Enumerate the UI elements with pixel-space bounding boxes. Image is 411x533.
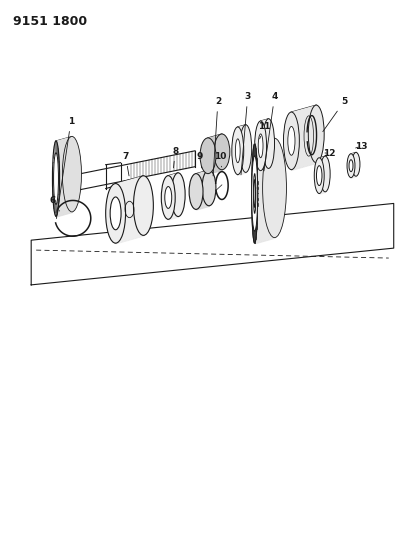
Ellipse shape: [134, 176, 153, 236]
Text: 5: 5: [323, 97, 347, 132]
Text: 3: 3: [241, 92, 251, 175]
Text: 11: 11: [259, 122, 271, 139]
Text: 1: 1: [56, 117, 74, 219]
Text: 9: 9: [197, 152, 203, 168]
Ellipse shape: [240, 125, 252, 172]
Text: 8: 8: [172, 147, 178, 168]
Ellipse shape: [161, 175, 175, 219]
Ellipse shape: [171, 173, 185, 216]
Ellipse shape: [236, 139, 240, 163]
Ellipse shape: [165, 187, 172, 208]
Ellipse shape: [308, 105, 324, 163]
Text: 10: 10: [214, 152, 226, 167]
Ellipse shape: [254, 180, 256, 207]
Text: 9151 1800: 9151 1800: [13, 15, 88, 28]
Ellipse shape: [189, 174, 203, 209]
Ellipse shape: [200, 138, 216, 174]
Ellipse shape: [106, 183, 125, 243]
Ellipse shape: [252, 156, 258, 231]
Ellipse shape: [252, 143, 258, 244]
Ellipse shape: [255, 121, 267, 171]
Ellipse shape: [316, 166, 322, 185]
Text: 13: 13: [355, 142, 367, 151]
Ellipse shape: [263, 119, 275, 168]
Text: 12: 12: [323, 149, 335, 158]
Ellipse shape: [232, 127, 244, 175]
Ellipse shape: [314, 158, 324, 193]
Ellipse shape: [347, 154, 355, 177]
Ellipse shape: [110, 197, 121, 230]
Ellipse shape: [62, 136, 81, 212]
Ellipse shape: [254, 174, 256, 213]
Ellipse shape: [252, 144, 258, 243]
Ellipse shape: [214, 134, 230, 169]
Text: 2: 2: [213, 97, 221, 176]
Ellipse shape: [263, 138, 286, 238]
Text: 4: 4: [264, 92, 278, 171]
Ellipse shape: [202, 170, 216, 206]
Ellipse shape: [254, 180, 256, 207]
Text: 7: 7: [122, 152, 129, 176]
Ellipse shape: [349, 160, 353, 172]
Ellipse shape: [53, 153, 58, 205]
Ellipse shape: [253, 174, 256, 213]
Ellipse shape: [320, 156, 330, 192]
Ellipse shape: [258, 134, 263, 158]
Ellipse shape: [252, 156, 257, 231]
Ellipse shape: [284, 112, 299, 169]
Ellipse shape: [352, 152, 360, 176]
Ellipse shape: [288, 126, 295, 155]
Text: 6: 6: [50, 197, 60, 211]
